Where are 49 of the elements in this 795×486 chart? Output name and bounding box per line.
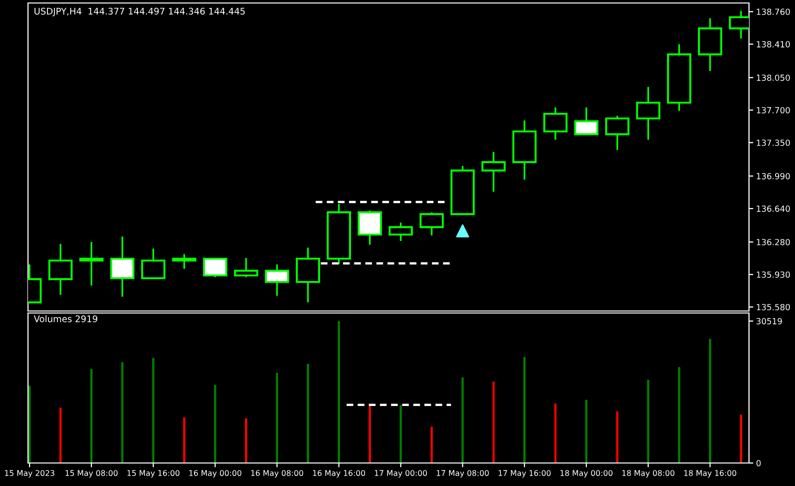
bar	[647, 380, 650, 463]
bar	[585, 400, 588, 463]
y-tick-label: 135.930	[756, 271, 790, 278]
candlestick	[512, 120, 537, 180]
y-tick-label: 30519	[756, 318, 782, 324]
bar	[523, 356, 526, 463]
y-tick-label: 138.760	[756, 8, 790, 15]
candlestick	[48, 244, 73, 295]
bar	[59, 408, 62, 463]
bar	[276, 372, 278, 463]
bar	[90, 369, 92, 463]
bar	[152, 358, 154, 463]
y-tick-label: 136.640	[756, 206, 790, 212]
candlestick	[636, 86, 660, 140]
bar	[554, 403, 556, 463]
bar	[430, 426, 433, 463]
candlestick	[79, 242, 104, 286]
bar	[616, 411, 618, 463]
bar	[244, 418, 248, 463]
bar	[462, 377, 464, 463]
bar	[740, 414, 742, 463]
candlestick	[110, 236, 134, 297]
y-tick-label: 138.410	[756, 41, 790, 48]
candlestick	[296, 248, 320, 302]
bar	[28, 386, 31, 463]
candlestick	[481, 152, 506, 192]
bar	[214, 384, 216, 463]
y-tick-label: 136.990	[756, 173, 790, 180]
y-tick-label: 0	[756, 460, 761, 466]
y-tick-label: 137.700	[756, 107, 790, 114]
candlestick	[667, 44, 692, 111]
y-tick-label: 136.280	[756, 238, 790, 246]
chart-title: Volumes 2919	[34, 315, 98, 322]
y-tick-label: 137.350	[756, 140, 790, 146]
bar	[306, 364, 310, 463]
bar	[400, 405, 402, 463]
bar	[708, 338, 712, 463]
candlestick	[358, 210, 382, 245]
bar	[121, 362, 124, 463]
candlestick	[264, 264, 290, 296]
bar	[492, 382, 495, 463]
bar	[678, 367, 680, 463]
candlestick	[698, 18, 722, 71]
bar	[183, 417, 186, 463]
y-tick-label: 135.580	[756, 304, 790, 310]
text: USDJPY,H4 144.377 144.497 144.346 144.445	[34, 8, 245, 16]
bar	[338, 321, 340, 463]
y-tick-label: 138.050	[756, 74, 790, 81]
bar	[368, 406, 371, 463]
